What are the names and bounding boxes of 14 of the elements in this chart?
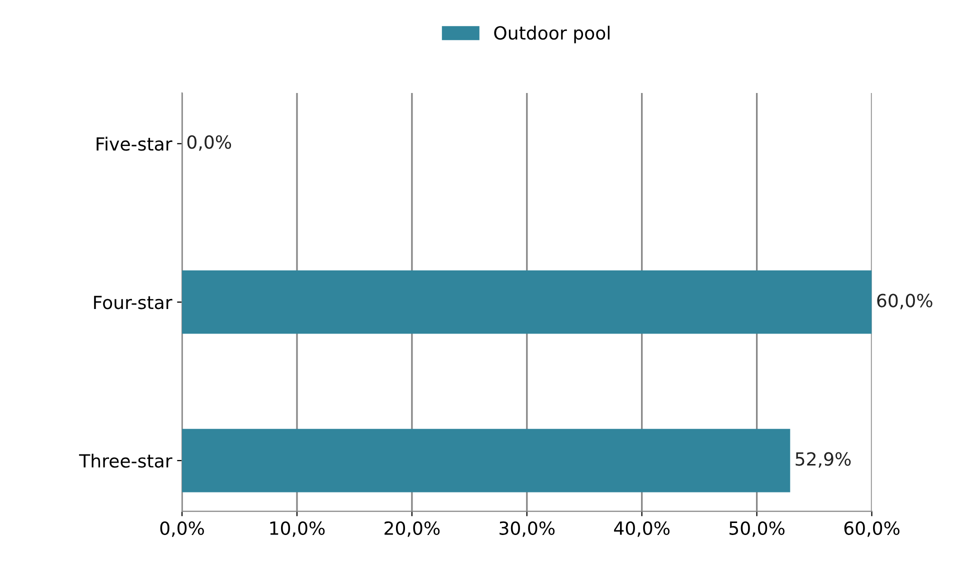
y-tick-label: Five-star	[96, 136, 172, 151]
y-tick-label: Four-star	[94, 296, 172, 310]
data-label: 60,0%	[877, 294, 932, 310]
x-tick-label: 0,0%	[160, 521, 204, 537]
data-label: 52,9%	[796, 452, 851, 468]
x-tick-label: 20,0%	[384, 521, 440, 537]
x-tick-label: 60,0%	[844, 521, 900, 537]
x-tick-label: 50,0%	[730, 521, 785, 537]
data-label: 0,0%	[187, 135, 232, 151]
legend-label: Outdoor pool	[494, 26, 610, 44]
y-tick-label: Three-star	[79, 454, 172, 468]
x-tick-label: 40,0%	[614, 521, 670, 537]
x-tick-label: 10,0%	[270, 521, 325, 537]
x-tick-label: 30,0%	[500, 521, 555, 537]
